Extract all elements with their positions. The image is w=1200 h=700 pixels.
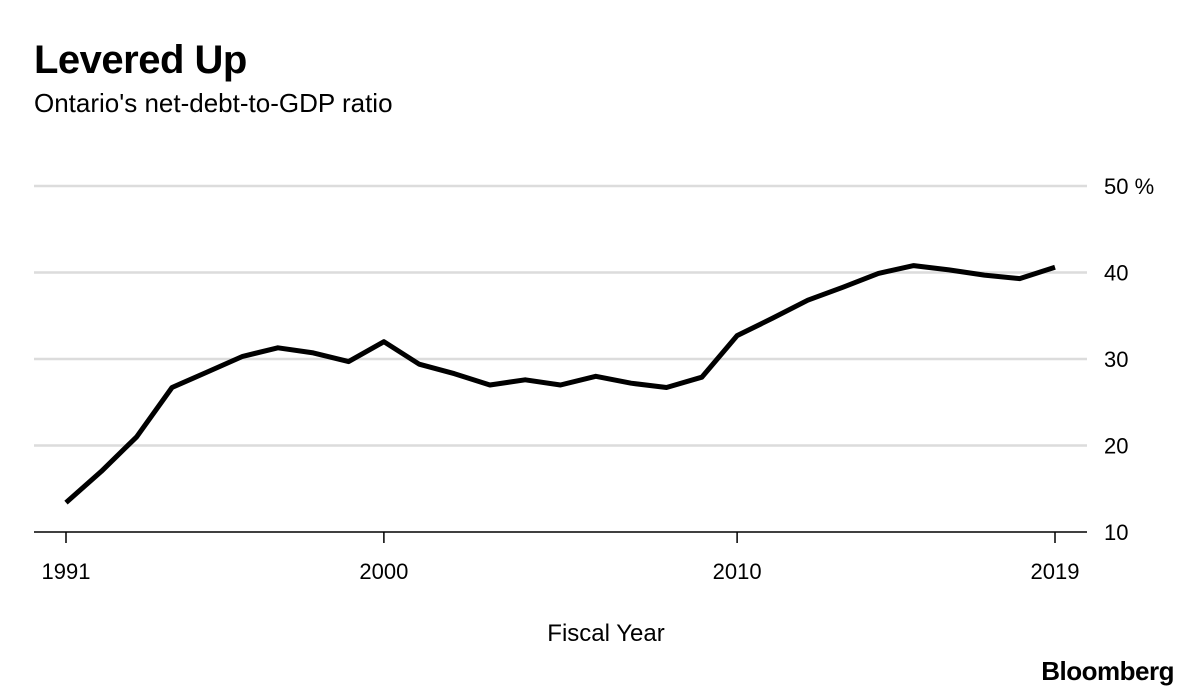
x-tick-label: 1991 [42, 559, 91, 584]
y-tick-label: 40 [1104, 261, 1128, 286]
y-ticks: 10 20 30 40 50 % [1104, 174, 1154, 545]
x-tick-label: 2000 [359, 559, 408, 584]
gridlines [34, 184, 1087, 447]
x-tick-label: 2010 [713, 559, 762, 584]
y-tick-label: 20 [1104, 434, 1128, 459]
y-tick-label: 30 [1104, 347, 1128, 372]
x-axis-title: Fiscal Year [547, 620, 664, 647]
x-ticks: 1991 2000 2010 2019 [42, 532, 1080, 584]
bloomberg-logo: Bloomberg [1041, 656, 1174, 686]
y-tick-label: 10 [1104, 520, 1128, 545]
chart-subtitle: Ontario's net-debt-to-GDP ratio [34, 88, 393, 118]
series-line [64, 263, 1056, 505]
y-tick-label: 50 % [1104, 174, 1154, 199]
x-tick-label: 2019 [1031, 559, 1080, 584]
chart-title: Levered Up [34, 38, 247, 82]
